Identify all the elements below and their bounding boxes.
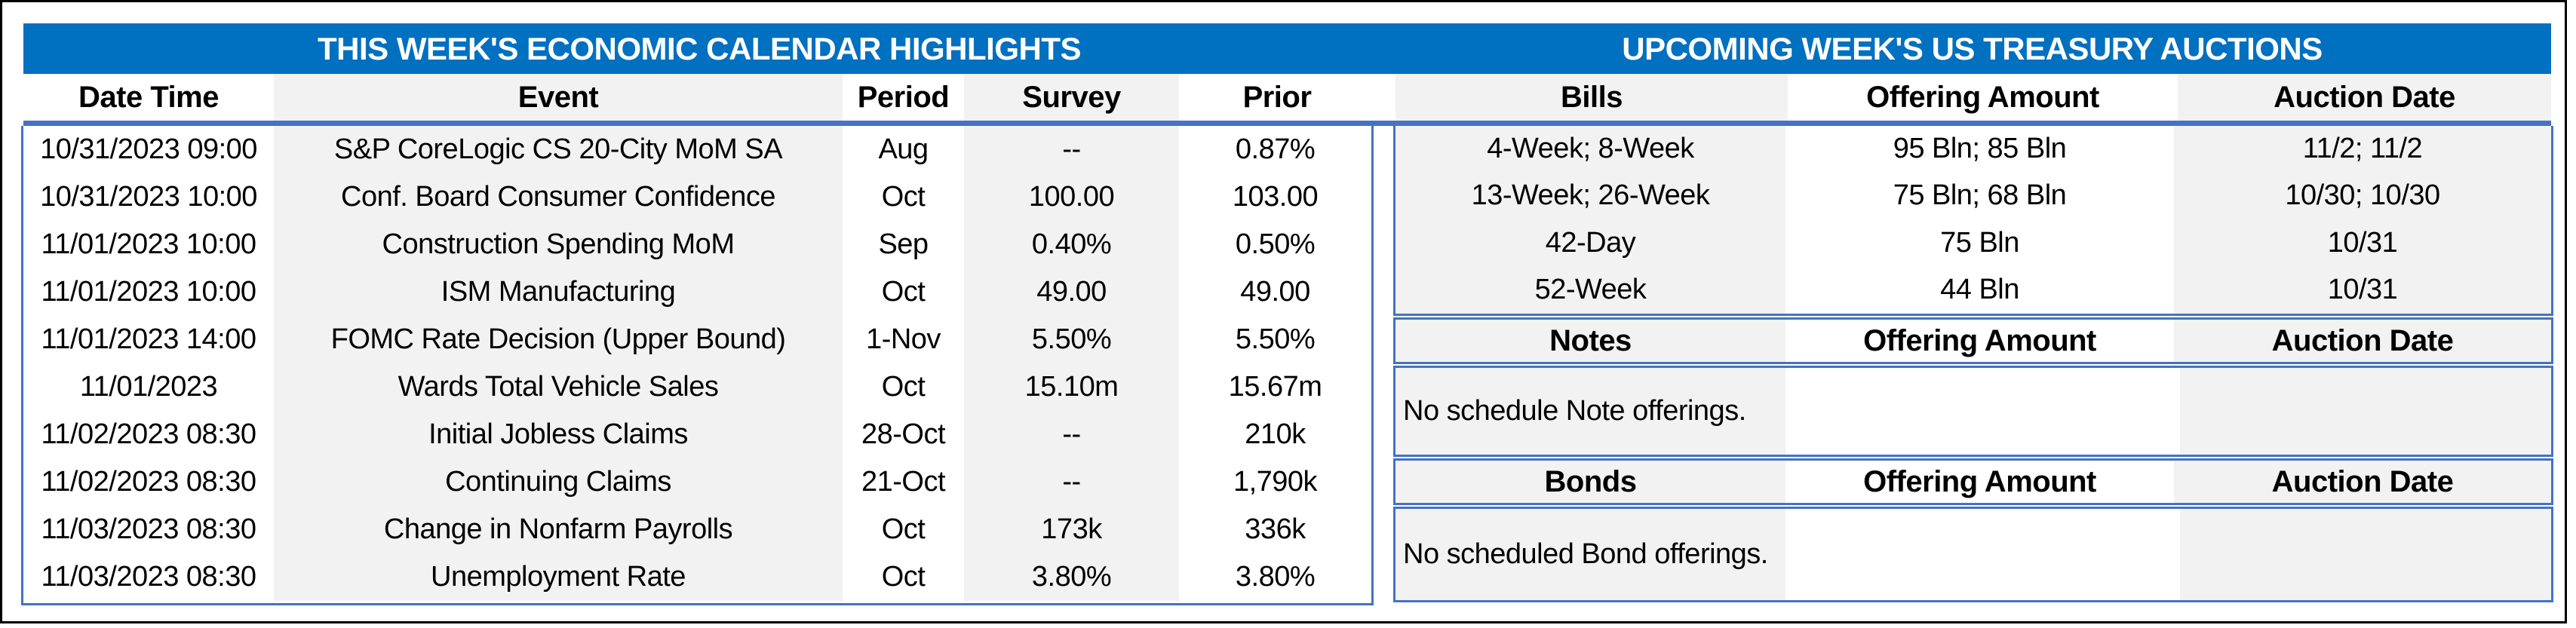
prior-cell: 336k — [1245, 513, 1306, 545]
notes-stripe-right — [2180, 368, 2551, 455]
header-offering-amount: Offering Amount — [1863, 324, 2096, 357]
date-time-cell: 11/01/2023 14:00 — [41, 323, 256, 355]
event-cell: S&P CoreLogic CS 20-City MoM SA — [274, 126, 843, 173]
notes-body: No schedule Note offerings. — [1393, 366, 2553, 457]
notes-message: No schedule Note offerings. — [1403, 395, 1746, 427]
bill-offering-cell: 75 Bln; 68 Bln — [1893, 179, 2067, 212]
header-offering-amount: Offering Amount — [1866, 81, 2099, 114]
survey-cell: 100.00 — [964, 173, 1179, 221]
period-cell: 21-Oct — [861, 466, 946, 498]
date-time-cell: 11/01/2023 10:00 — [41, 228, 256, 260]
notes-stripe-left — [1395, 368, 1785, 455]
bill-security-cell: 13-Week; 26-Week — [1395, 173, 1785, 220]
bonds-stripe-left — [1395, 509, 1785, 600]
date-time-cell: 11/02/2023 08:30 — [41, 418, 256, 450]
header-period: Period — [857, 81, 950, 114]
header-offering-amount: Offering Amount — [1863, 465, 2096, 498]
event-cell: Continuing Claims — [274, 458, 843, 506]
period-cell: 1-Nov — [866, 323, 941, 355]
survey-cell: 173k — [964, 506, 1179, 553]
bills-table: 4-Week; 8-Week 95 Bln; 85 Bln 11/2; 11/2… — [1393, 126, 2553, 316]
date-time-cell: 11/01/2023 — [79, 371, 218, 403]
prior-cell: 103.00 — [1232, 181, 1319, 213]
prior-cell: 15.67m — [1228, 371, 1322, 403]
survey-cell: 15.10m — [964, 363, 1179, 411]
prior-cell: 49.00 — [1240, 276, 1310, 308]
bonds-message: No scheduled Bond offerings. — [1403, 538, 1768, 570]
prior-cell: 0.50% — [1235, 228, 1316, 260]
date-time-cell: 11/02/2023 08:30 — [41, 466, 256, 498]
event-cell: ISM Manufacturing — [274, 268, 843, 316]
title-bar: THIS WEEK'S ECONOMIC CALENDAR HIGHLIGHTS… — [23, 23, 2551, 74]
bill-offering-cell: 75 Bln — [1940, 226, 2019, 259]
header-prior: Prior — [1242, 81, 1312, 114]
header-bonds: Bonds — [1395, 461, 1785, 503]
bill-auction-date-cell: 10/30; 10/30 — [2174, 173, 2551, 220]
event-cell: Construction Spending MoM — [274, 221, 843, 268]
event-cell: Conf. Board Consumer Confidence — [274, 173, 843, 221]
prior-cell: 3.80% — [1235, 561, 1316, 593]
bonds-body: No scheduled Bond offerings. — [1393, 507, 2553, 602]
prior-cell: 5.50% — [1235, 323, 1316, 355]
header-date-time: Date Time — [78, 81, 219, 114]
header-event: Event — [274, 74, 843, 121]
table-header-row: Date Time Event Period Survey Prior Bill… — [23, 74, 2551, 121]
economic-calendar-table: 10/31/2023 09:00 S&P CoreLogic CS 20-Cit… — [21, 126, 1374, 605]
header-auction-date: Auction Date — [2178, 74, 2551, 121]
bill-offering-cell: 44 Bln — [1940, 273, 2019, 305]
bonds-stripe-right — [2180, 509, 2551, 600]
survey-cell: -- — [964, 458, 1179, 506]
event-cell: FOMC Rate Decision (Upper Bound) — [274, 316, 843, 363]
period-cell: Aug — [878, 133, 929, 165]
bill-security-cell: 52-Week — [1395, 266, 1785, 314]
prior-cell: 1,790k — [1233, 466, 1318, 498]
period-cell: Oct — [881, 513, 926, 545]
period-cell: Oct — [881, 181, 926, 213]
survey-cell: -- — [964, 126, 1179, 173]
period-cell: 28-Oct — [861, 418, 946, 450]
period-cell: Oct — [881, 276, 926, 308]
bill-auction-date-cell: 10/31 — [2174, 219, 2551, 267]
header-divider-rule — [23, 121, 2551, 126]
bonds-header-row: Bonds Offering Amount Auction Date — [1393, 458, 2553, 505]
date-time-cell: 11/01/2023 10:00 — [41, 276, 256, 308]
header-auction-date: Auction Date — [2174, 320, 2551, 362]
date-time-cell: 10/31/2023 10:00 — [40, 181, 257, 213]
calendar-section-title: THIS WEEK'S ECONOMIC CALENDAR HIGHLIGHTS — [318, 31, 1082, 66]
survey-cell: -- — [964, 411, 1179, 458]
header-gap — [1375, 74, 1395, 121]
event-cell: Unemployment Rate — [274, 553, 843, 601]
bill-auction-date-cell: 11/2; 11/2 — [2174, 126, 2551, 173]
date-time-cell: 10/31/2023 09:00 — [40, 133, 257, 165]
notes-header-row: Notes Offering Amount Auction Date — [1393, 317, 2553, 364]
period-cell: Sep — [878, 228, 929, 260]
period-cell: Oct — [881, 371, 926, 403]
header-bills: Bills — [1395, 74, 1788, 121]
event-cell: Wards Total Vehicle Sales — [274, 363, 843, 411]
bill-offering-cell: 95 Bln; 85 Bln — [1893, 133, 2067, 164]
auctions-section-title: UPCOMING WEEK'S US TREASURY AUCTIONS — [1622, 31, 2323, 66]
survey-cell: 5.50% — [964, 316, 1179, 363]
period-cell: Oct — [881, 561, 926, 593]
survey-cell: 49.00 — [964, 268, 1179, 316]
survey-cell: 3.80% — [964, 553, 1179, 601]
header-notes: Notes — [1395, 320, 1785, 362]
prior-cell: 0.87% — [1235, 133, 1316, 165]
date-time-cell: 11/03/2023 08:30 — [41, 513, 256, 545]
header-survey: Survey — [964, 74, 1179, 121]
event-cell: Change in Nonfarm Payrolls — [274, 506, 843, 553]
bill-security-cell: 42-Day — [1395, 219, 1785, 267]
prior-cell: 210k — [1245, 418, 1306, 450]
header-auction-date: Auction Date — [2174, 461, 2551, 503]
bill-security-cell: 4-Week; 8-Week — [1395, 126, 1785, 173]
survey-cell: 0.40% — [964, 221, 1179, 268]
bill-auction-date-cell: 10/31 — [2174, 266, 2551, 314]
event-cell: Initial Jobless Claims — [274, 411, 843, 458]
date-time-cell: 11/03/2023 08:30 — [41, 561, 256, 593]
